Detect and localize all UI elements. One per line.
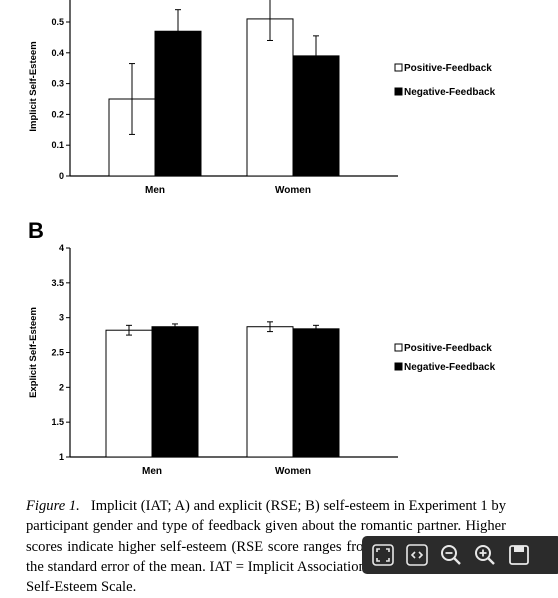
fit-width-button[interactable]: [402, 540, 432, 570]
error-bar-positive-feedback-men: [126, 324, 132, 336]
y-tick-label: 1.5: [51, 417, 64, 427]
error-bar-negative-feedback-women: [313, 324, 319, 333]
save-icon: [509, 545, 529, 565]
y-tick-label: 1: [59, 452, 64, 462]
chart-explicit-self-esteem: 1 1.5 2 2.5 3 3.5 4 Explicit Self-Esteem Men Wome…: [28, 243, 496, 477]
y-tick-label: 0.5: [51, 17, 64, 27]
legend-label: Negative-Feedback: [404, 362, 496, 373]
legend-swatch: [394, 343, 403, 352]
panel-letter-b: B: [28, 218, 44, 243]
bar-negative-feedback-men: [154, 30, 202, 177]
bar-negative-feedback-men: [151, 326, 199, 458]
fit-width-icon: [406, 544, 428, 566]
bar-positive-feedback-men: [105, 329, 153, 458]
error-bar-positive-feedback-women: [267, 321, 273, 333]
zoom-out-button[interactable]: [436, 540, 466, 570]
error-bar-positive-feedback-men: [129, 63, 135, 135]
y-tick-label: 0.2: [51, 109, 64, 119]
bar-negative-feedback-women: [292, 328, 340, 458]
y-tick-label: 4: [59, 243, 64, 253]
y-axis-label: Implicit Self-Esteem: [28, 41, 39, 131]
zoom-in-icon: [475, 545, 495, 565]
legend-swatch: [394, 362, 403, 371]
viewer-toolbar: [362, 536, 558, 574]
fit-page-icon: [372, 544, 394, 566]
chart-implicit-self-esteem: 0 0.1 0.2 0.3 0.4 0.5 Implicit Self-Esteem Men W…: [28, 0, 496, 196]
legend-swatch: [394, 87, 403, 96]
error-bar-negative-feedback-women: [313, 35, 319, 76]
y-tick-label: 0.4: [51, 48, 64, 58]
category-label: Men: [142, 466, 162, 477]
y-tick-label: 2: [59, 382, 64, 392]
y-tick-label: 0.3: [51, 79, 64, 89]
category-label: Women: [275, 185, 311, 196]
error-bar-negative-feedback-men: [172, 323, 178, 330]
legend-label: Negative-Feedback: [404, 87, 496, 98]
legend-swatch: [394, 63, 403, 72]
error-bar-positive-feedback-women: [267, 0, 273, 41]
zoom-in-button[interactable]: [470, 540, 500, 570]
zoom-out-icon: [441, 545, 461, 565]
error-bar-negative-feedback-men: [175, 9, 181, 53]
fit-page-button[interactable]: [368, 540, 398, 570]
figure-label: Figure 1.: [26, 498, 80, 514]
save-button[interactable]: [504, 540, 534, 570]
y-tick-label: 0.1: [51, 140, 64, 150]
category-label: Women: [275, 466, 311, 477]
legend-label: Positive-Feedback: [404, 343, 492, 354]
y-tick-label: 3.5: [51, 278, 64, 288]
bar-positive-feedback-women: [246, 326, 294, 458]
y-axis-label: Explicit Self-Esteem: [28, 307, 39, 398]
y-tick-label: 0: [59, 171, 64, 181]
bar-positive-feedback-women: [246, 18, 294, 177]
y-tick-label: 3: [59, 313, 64, 323]
legend-label: Positive-Feedback: [404, 63, 492, 74]
category-label: Men: [145, 185, 165, 196]
y-tick-label: 2.5: [51, 348, 64, 358]
